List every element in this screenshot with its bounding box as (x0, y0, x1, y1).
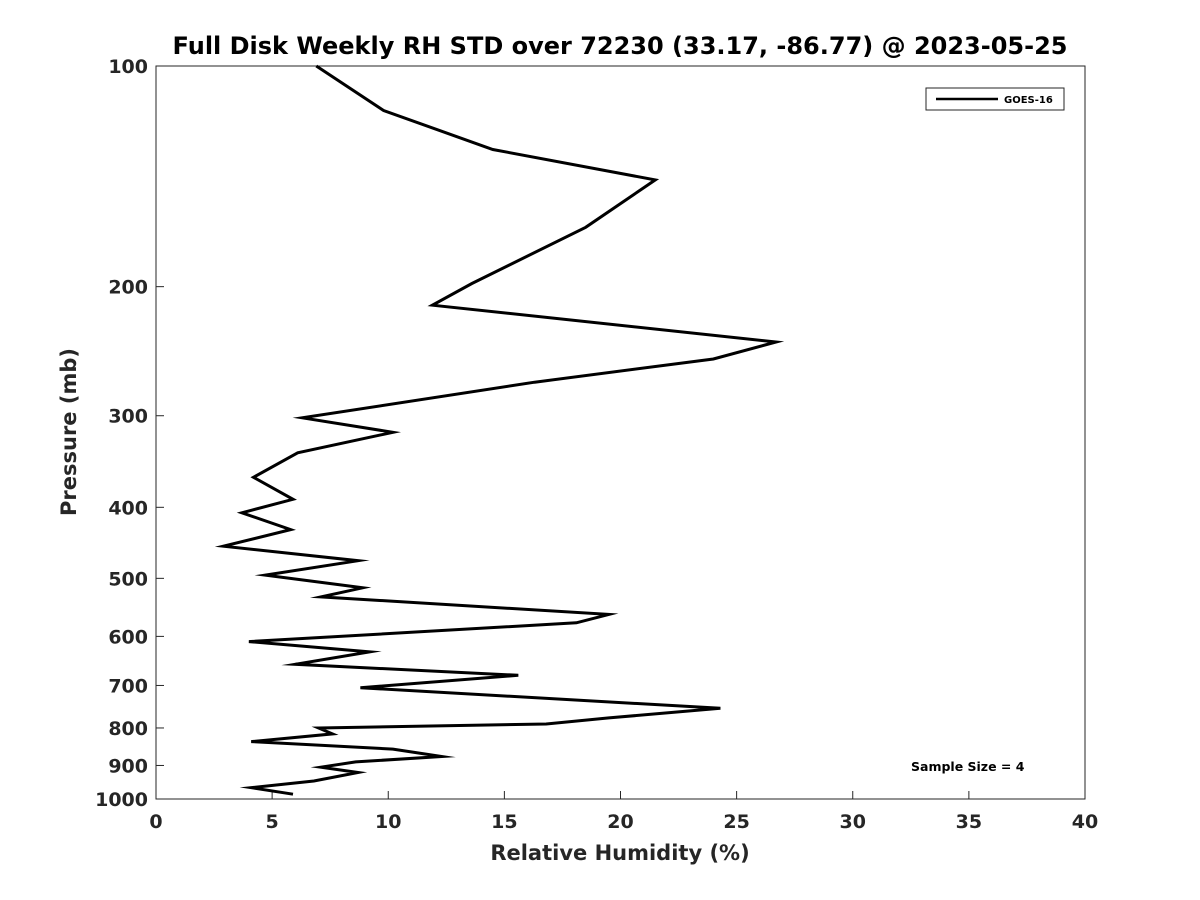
y-tick-label: 800 (108, 718, 148, 740)
x-tick-label: 25 (723, 811, 749, 833)
x-tick-label: 10 (375, 811, 401, 833)
y-tick-label: 900 (108, 755, 148, 777)
series-layer (214, 64, 785, 796)
y-tick-label: 600 (108, 626, 148, 648)
sample-size-annotation: Sample Size = 4 (911, 759, 1025, 774)
x-tick-label: 40 (1072, 811, 1098, 833)
x-tick-label: 15 (491, 811, 517, 833)
legend: GOES-16 (925, 87, 1065, 111)
x-tick-label: 5 (266, 811, 279, 833)
series-line-goes16 (214, 64, 785, 796)
y-axis: 100 200 300 400 500 600 700 800 900 1000 (95, 56, 164, 811)
chart-title: Full Disk Weekly RH STD over 72230 (33.1… (173, 32, 1068, 60)
y-tick-label: 1000 (95, 789, 148, 811)
y-tick-label: 200 (108, 277, 148, 299)
y-tick-label: 100 (108, 56, 148, 78)
x-tick-label: 30 (840, 811, 866, 833)
x-axis-label: Relative Humidity (%) (490, 841, 749, 865)
x-tick-label: 20 (607, 811, 633, 833)
y-tick-label: 700 (108, 675, 148, 697)
y-axis-label: Pressure (mb) (57, 348, 81, 516)
y-tick-label: 400 (108, 497, 148, 519)
legend-label-goes16: GOES-16 (1004, 95, 1053, 106)
y-tick-label: 300 (108, 406, 148, 428)
plot-area (155, 65, 1086, 800)
x-axis: 0 5 10 15 20 25 30 35 40 (149, 791, 1098, 833)
y-tick-label: 500 (108, 568, 148, 590)
x-tick-label: 35 (956, 811, 982, 833)
x-tick-label: 0 (149, 811, 162, 833)
